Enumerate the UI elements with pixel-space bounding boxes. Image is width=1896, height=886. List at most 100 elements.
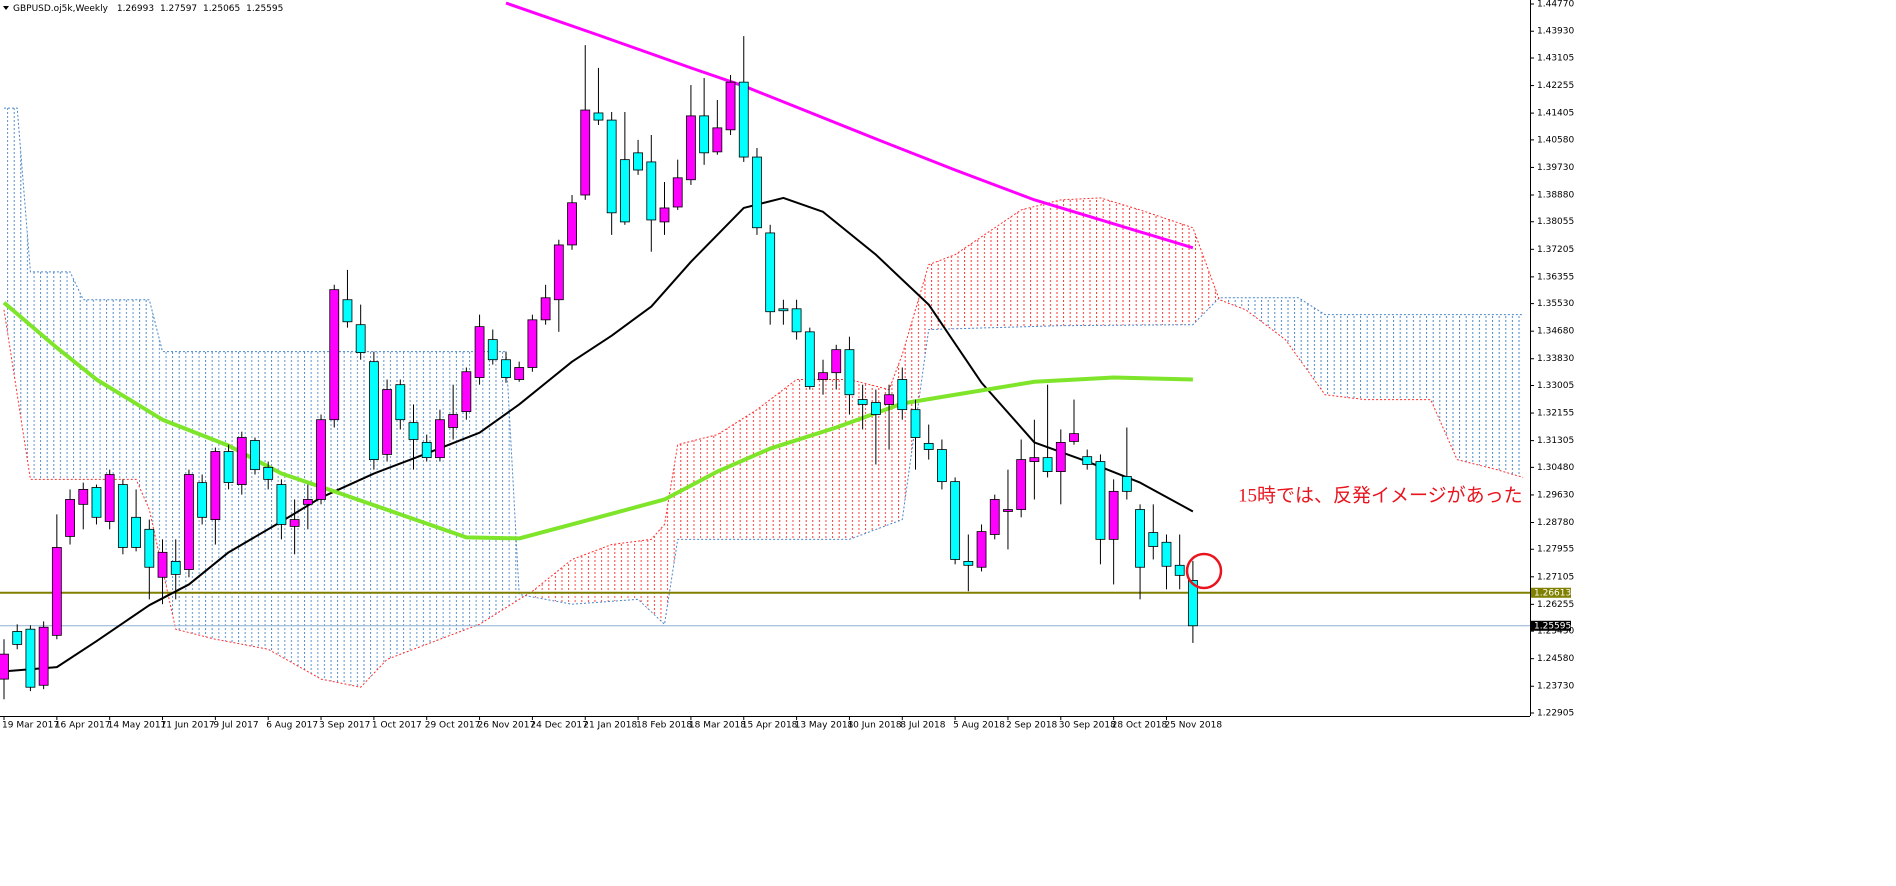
- cloud: [1077, 198, 1081, 326]
- x-tick-label: 18 Mar 2018: [689, 721, 746, 731]
- cloud: [978, 236, 982, 329]
- cloud: [796, 379, 800, 540]
- cloud: [951, 254, 956, 329]
- cloud: [585, 553, 589, 604]
- cloud: [1156, 215, 1160, 325]
- cloud: [611, 544, 615, 602]
- candle-body: [12, 631, 23, 645]
- candle-body: [474, 326, 485, 378]
- x-tick-label: 6 Aug 2017: [266, 721, 318, 731]
- cloud: [1496, 314, 1501, 471]
- cloud: [1054, 200, 1058, 326]
- cloud: [1397, 314, 1401, 400]
- cloud: [1034, 205, 1038, 327]
- cloud: [1169, 219, 1174, 325]
- candle-body: [725, 81, 736, 131]
- candle-body: [857, 399, 868, 405]
- candle-body: [78, 489, 89, 505]
- cloud: [1163, 217, 1167, 325]
- cloud: [1298, 297, 1302, 363]
- candle-body: [38, 626, 49, 686]
- cloud: [1182, 224, 1187, 325]
- cloud: [842, 379, 847, 540]
- cloud: [710, 435, 715, 540]
- y-tick-label: 1.27105: [1537, 572, 1574, 582]
- cloud: [783, 387, 787, 540]
- x-tick-label: 5 Aug 2018: [953, 721, 1005, 731]
- cloud: [723, 428, 728, 540]
- y-tick-label: 1.22905: [1537, 709, 1574, 719]
- cloud: [155, 325, 160, 555]
- cloud: [1262, 297, 1266, 325]
- cloud: [463, 351, 467, 631]
- cloud: [879, 387, 883, 529]
- cloud: [1470, 314, 1474, 464]
- close: 1.25595: [246, 4, 283, 14]
- cloud: [1212, 281, 1217, 305]
- cloud: [562, 564, 566, 603]
- cloud: [347, 351, 351, 686]
- cloud: [60, 271, 64, 480]
- candle-body: [989, 499, 1000, 535]
- cloud: [363, 351, 368, 684]
- x-tick-label: 30 Sep 2018: [1059, 721, 1116, 731]
- cloud: [1295, 297, 1299, 358]
- candle-body: [884, 394, 894, 405]
- cloud: [872, 385, 876, 531]
- cloud: [238, 351, 242, 645]
- cloud: [941, 258, 946, 330]
- cloud: [1384, 314, 1388, 400]
- cloud: [1179, 223, 1183, 325]
- cloud: [99, 299, 104, 480]
- cloud: [1258, 297, 1263, 323]
- cloud: [1140, 209, 1144, 326]
- y-tick-label: 1.32155: [1537, 409, 1574, 419]
- cloud: [1305, 301, 1309, 372]
- cloud: [915, 298, 919, 425]
- cloud: [1387, 314, 1392, 400]
- cloud: [245, 351, 249, 646]
- cloud: [321, 351, 325, 680]
- x-tick-label: 29 Oct 2017: [425, 721, 481, 731]
- cloud: [1103, 198, 1108, 326]
- cloud: [20, 149, 24, 437]
- cloud: [839, 379, 843, 540]
- candle-body: [619, 159, 630, 223]
- cloud: [1093, 198, 1098, 326]
- cloud: [469, 351, 473, 629]
- cloud: [406, 351, 411, 652]
- cloud: [1354, 314, 1359, 399]
- cloud: [33, 271, 38, 480]
- candle-body: [1082, 456, 1093, 465]
- candle-body: [963, 561, 974, 566]
- cloud: [221, 351, 226, 642]
- cloud: [654, 531, 658, 619]
- x-tick-label: 16 Apr 2017: [55, 721, 111, 731]
- cloud: [1090, 198, 1094, 326]
- candle-body: [1042, 457, 1053, 472]
- cloud: [1410, 314, 1415, 400]
- candle-body: [1055, 442, 1066, 472]
- cloud: [66, 271, 71, 480]
- cloud: [1321, 312, 1325, 395]
- candle-body: [289, 519, 300, 527]
- cloud: [430, 351, 434, 643]
- cloud: [568, 559, 573, 605]
- cloud: [1027, 207, 1032, 327]
- cloud: [720, 430, 724, 540]
- cloud: [1031, 206, 1035, 327]
- cloud: [545, 577, 549, 600]
- cloud: [317, 351, 322, 680]
- cloud: [132, 299, 137, 480]
- candle-body: [791, 308, 802, 333]
- candle-body: [65, 499, 75, 537]
- candle-body: [276, 484, 287, 525]
- candle-body: [738, 81, 749, 158]
- cloud: [558, 567, 563, 603]
- low: 1.25065: [203, 4, 240, 14]
- cloud: [598, 548, 602, 603]
- cloud: [1064, 199, 1068, 326]
- cloud: [793, 379, 797, 540]
- x-tick-label: 11 Jun 2017: [161, 721, 215, 731]
- cloud: [1252, 297, 1256, 318]
